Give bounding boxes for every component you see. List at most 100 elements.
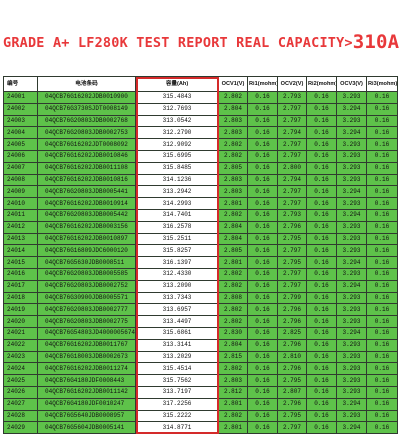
cell-barcode: 04QCB76G16202JDB0010846 bbox=[37, 149, 136, 163]
cell-ri3: 0.16 bbox=[366, 409, 398, 423]
table-row: 24018 04QCB76G30900JDB0005571 313.7343 2.80… bbox=[3, 291, 398, 305]
cell-ocv3: 3.294 bbox=[336, 279, 367, 293]
cell-ocv1: 2.803 bbox=[218, 185, 248, 199]
cell-ri2: 0.16 bbox=[306, 197, 337, 210]
cell-ocv1: 2.804 bbox=[218, 232, 248, 246]
cell-ri3: 0.16 bbox=[366, 91, 398, 104]
cell-ri1: 0.16 bbox=[247, 256, 278, 269]
cell-barcode: 04QCB76G20803JDB0002752 bbox=[37, 279, 136, 293]
cell-ocv3: 3.293 bbox=[336, 232, 367, 246]
table-row: 24005 04QCB76G16202JDT0008092 312.9092 2.80… bbox=[3, 138, 398, 151]
cell-ri3: 0.16 bbox=[366, 232, 398, 246]
cell-ocv3: 3.293 bbox=[336, 149, 367, 163]
cell-ocv3: 3.294 bbox=[336, 208, 367, 222]
cell-ri3: 0.16 bbox=[366, 138, 398, 151]
cell-ocv3: 3.293 bbox=[336, 161, 367, 175]
cell-capacity: 315.7562 bbox=[135, 374, 219, 387]
cell-no: 24020 bbox=[3, 315, 38, 328]
cell-ri2: 0.16 bbox=[306, 161, 337, 175]
cell-barcode: 04QCB76G20803JDB0005442 bbox=[37, 208, 136, 222]
cell-capacity: 313.0542 bbox=[135, 114, 219, 128]
cell-ri1: 0.16 bbox=[247, 374, 278, 387]
cell-barcode: 04QCB76G5630JDB0008511 bbox=[37, 256, 136, 269]
cell-capacity: 315.2511 bbox=[135, 232, 219, 246]
cell-capacity: 315.6861 bbox=[135, 326, 219, 340]
cell-capacity: 313.4497 bbox=[135, 315, 219, 328]
cell-ri2: 0.16 bbox=[306, 220, 337, 234]
cell-barcode: 04QCB76G20803JDB0005585 bbox=[37, 267, 136, 281]
cell-ocv3: 3.293 bbox=[336, 362, 367, 376]
cell-barcode: 04QCB76G16202JDB0011142 bbox=[37, 385, 136, 399]
cell-ocv3: 3.293 bbox=[336, 244, 367, 258]
cell-ocv3: 3.293 bbox=[336, 91, 367, 104]
cell-barcode: 04QCB76G20803JDB0002753 bbox=[37, 126, 136, 140]
cell-capacity: 316.2578 bbox=[135, 220, 219, 234]
cell-no: 24012 bbox=[3, 220, 38, 234]
cell-barcode: 04QCB76G18003JDB0002673 bbox=[37, 350, 136, 364]
cell-barcode: 04QCB76G20803JDB0002775 bbox=[37, 315, 136, 328]
cell-ocv1: 2.802 bbox=[218, 409, 248, 423]
cell-ri2: 0.16 bbox=[306, 126, 337, 140]
table-row: 24010 04QCB76G16202JDB0010914 314.2993 2.80… bbox=[3, 197, 398, 210]
cell-ri2: 0.16 bbox=[306, 208, 337, 222]
cell-capacity: 313.6957 bbox=[135, 303, 219, 317]
cell-ri2: 0.16 bbox=[306, 232, 337, 246]
cell-barcode: 04QCB76G16809JDC6000120 bbox=[37, 244, 136, 258]
cell-ocv3: 3.293 bbox=[336, 315, 367, 328]
cell-ocv1: 2.802 bbox=[218, 208, 248, 222]
cell-barcode: 04QCB76G4180JDF0008443 bbox=[37, 374, 136, 387]
cell-no: 24010 bbox=[3, 197, 38, 210]
cell-ri2: 0.16 bbox=[306, 350, 337, 364]
cell-no: 24001 bbox=[3, 91, 38, 104]
cell-ri2: 0.16 bbox=[306, 91, 337, 104]
cell-ocv2: 2.797 bbox=[277, 149, 307, 163]
cell-ri2: 0.16 bbox=[306, 267, 337, 281]
cell-ocv3: 3.293 bbox=[336, 267, 367, 281]
cell-ocv3: 3.293 bbox=[336, 374, 367, 387]
cell-ocv1: 2.805 bbox=[218, 161, 248, 175]
cell-ri1: 0.16 bbox=[247, 421, 278, 434]
cell-capacity: 312.9092 bbox=[135, 138, 219, 151]
header-ri3: Ri3(mohm) bbox=[366, 76, 398, 92]
report-title-prefix: GRADE A+ LF280K TEST REPORT REAL CAPACIT… bbox=[3, 35, 353, 51]
cell-capacity: 315.2222 bbox=[135, 409, 219, 423]
cell-ri3: 0.16 bbox=[366, 197, 398, 210]
cell-capacity: 313.7197 bbox=[135, 385, 219, 399]
table-row: 24007 04QCB76G16202JDB0011108 315.8485 2.80… bbox=[3, 161, 398, 175]
cell-barcode: 04QCB76G5640JDB0008957 bbox=[37, 409, 136, 423]
cell-ocv3: 3.293 bbox=[336, 220, 367, 234]
cell-ocv2: 2.795 bbox=[277, 409, 307, 423]
cell-ocv1: 2.804 bbox=[218, 102, 248, 116]
header-ocv2: OCV2(V) bbox=[277, 76, 307, 92]
cell-no: 24024 bbox=[3, 362, 38, 376]
cell-ri1: 0.16 bbox=[247, 220, 278, 234]
cell-barcode: 04QCB76G16202JDB0011767 bbox=[37, 338, 136, 352]
cell-ocv3: 3.294 bbox=[336, 185, 367, 199]
cell-ocv2: 2.794 bbox=[277, 173, 307, 187]
cell-ri2: 0.16 bbox=[306, 149, 337, 163]
cell-ocv2: 2.796 bbox=[277, 220, 307, 234]
cell-ri2: 0.16 bbox=[306, 102, 337, 116]
cell-ri1: 0.16 bbox=[247, 197, 278, 210]
cell-ri2: 0.16 bbox=[306, 421, 337, 434]
cell-ri3: 0.16 bbox=[366, 421, 398, 434]
cell-ri1: 0.16 bbox=[247, 291, 278, 305]
cell-barcode: 04QCB76G16202JDB0010816 bbox=[37, 173, 136, 187]
cell-barcode: 04QCB76G16202JDT0008092 bbox=[37, 138, 136, 151]
cell-no: 24011 bbox=[3, 208, 38, 222]
table-row: 24003 04QCB76G20803JDB0002768 313.0542 2.80… bbox=[3, 114, 398, 128]
cell-ri1: 0.16 bbox=[247, 173, 278, 187]
cell-ocv1: 2.808 bbox=[218, 291, 248, 305]
header-ri2: Ri2(mohm) bbox=[306, 76, 337, 92]
cell-capacity: 315.8485 bbox=[135, 161, 219, 175]
table-row: 24029 04QCB76G5604JDB0005141 314.8771 2.801… bbox=[3, 421, 398, 434]
cell-ri3: 0.16 bbox=[366, 374, 398, 387]
cell-ri2: 0.16 bbox=[306, 338, 337, 352]
cell-no: 24019 bbox=[3, 303, 38, 317]
cell-no: 24025 bbox=[3, 374, 38, 387]
cell-capacity: 316.1397 bbox=[135, 256, 219, 269]
cell-no: 24014 bbox=[3, 244, 38, 258]
cell-ri1: 0.16 bbox=[247, 267, 278, 281]
cell-no: 24018 bbox=[3, 291, 38, 305]
cell-ri2: 0.16 bbox=[306, 291, 337, 305]
